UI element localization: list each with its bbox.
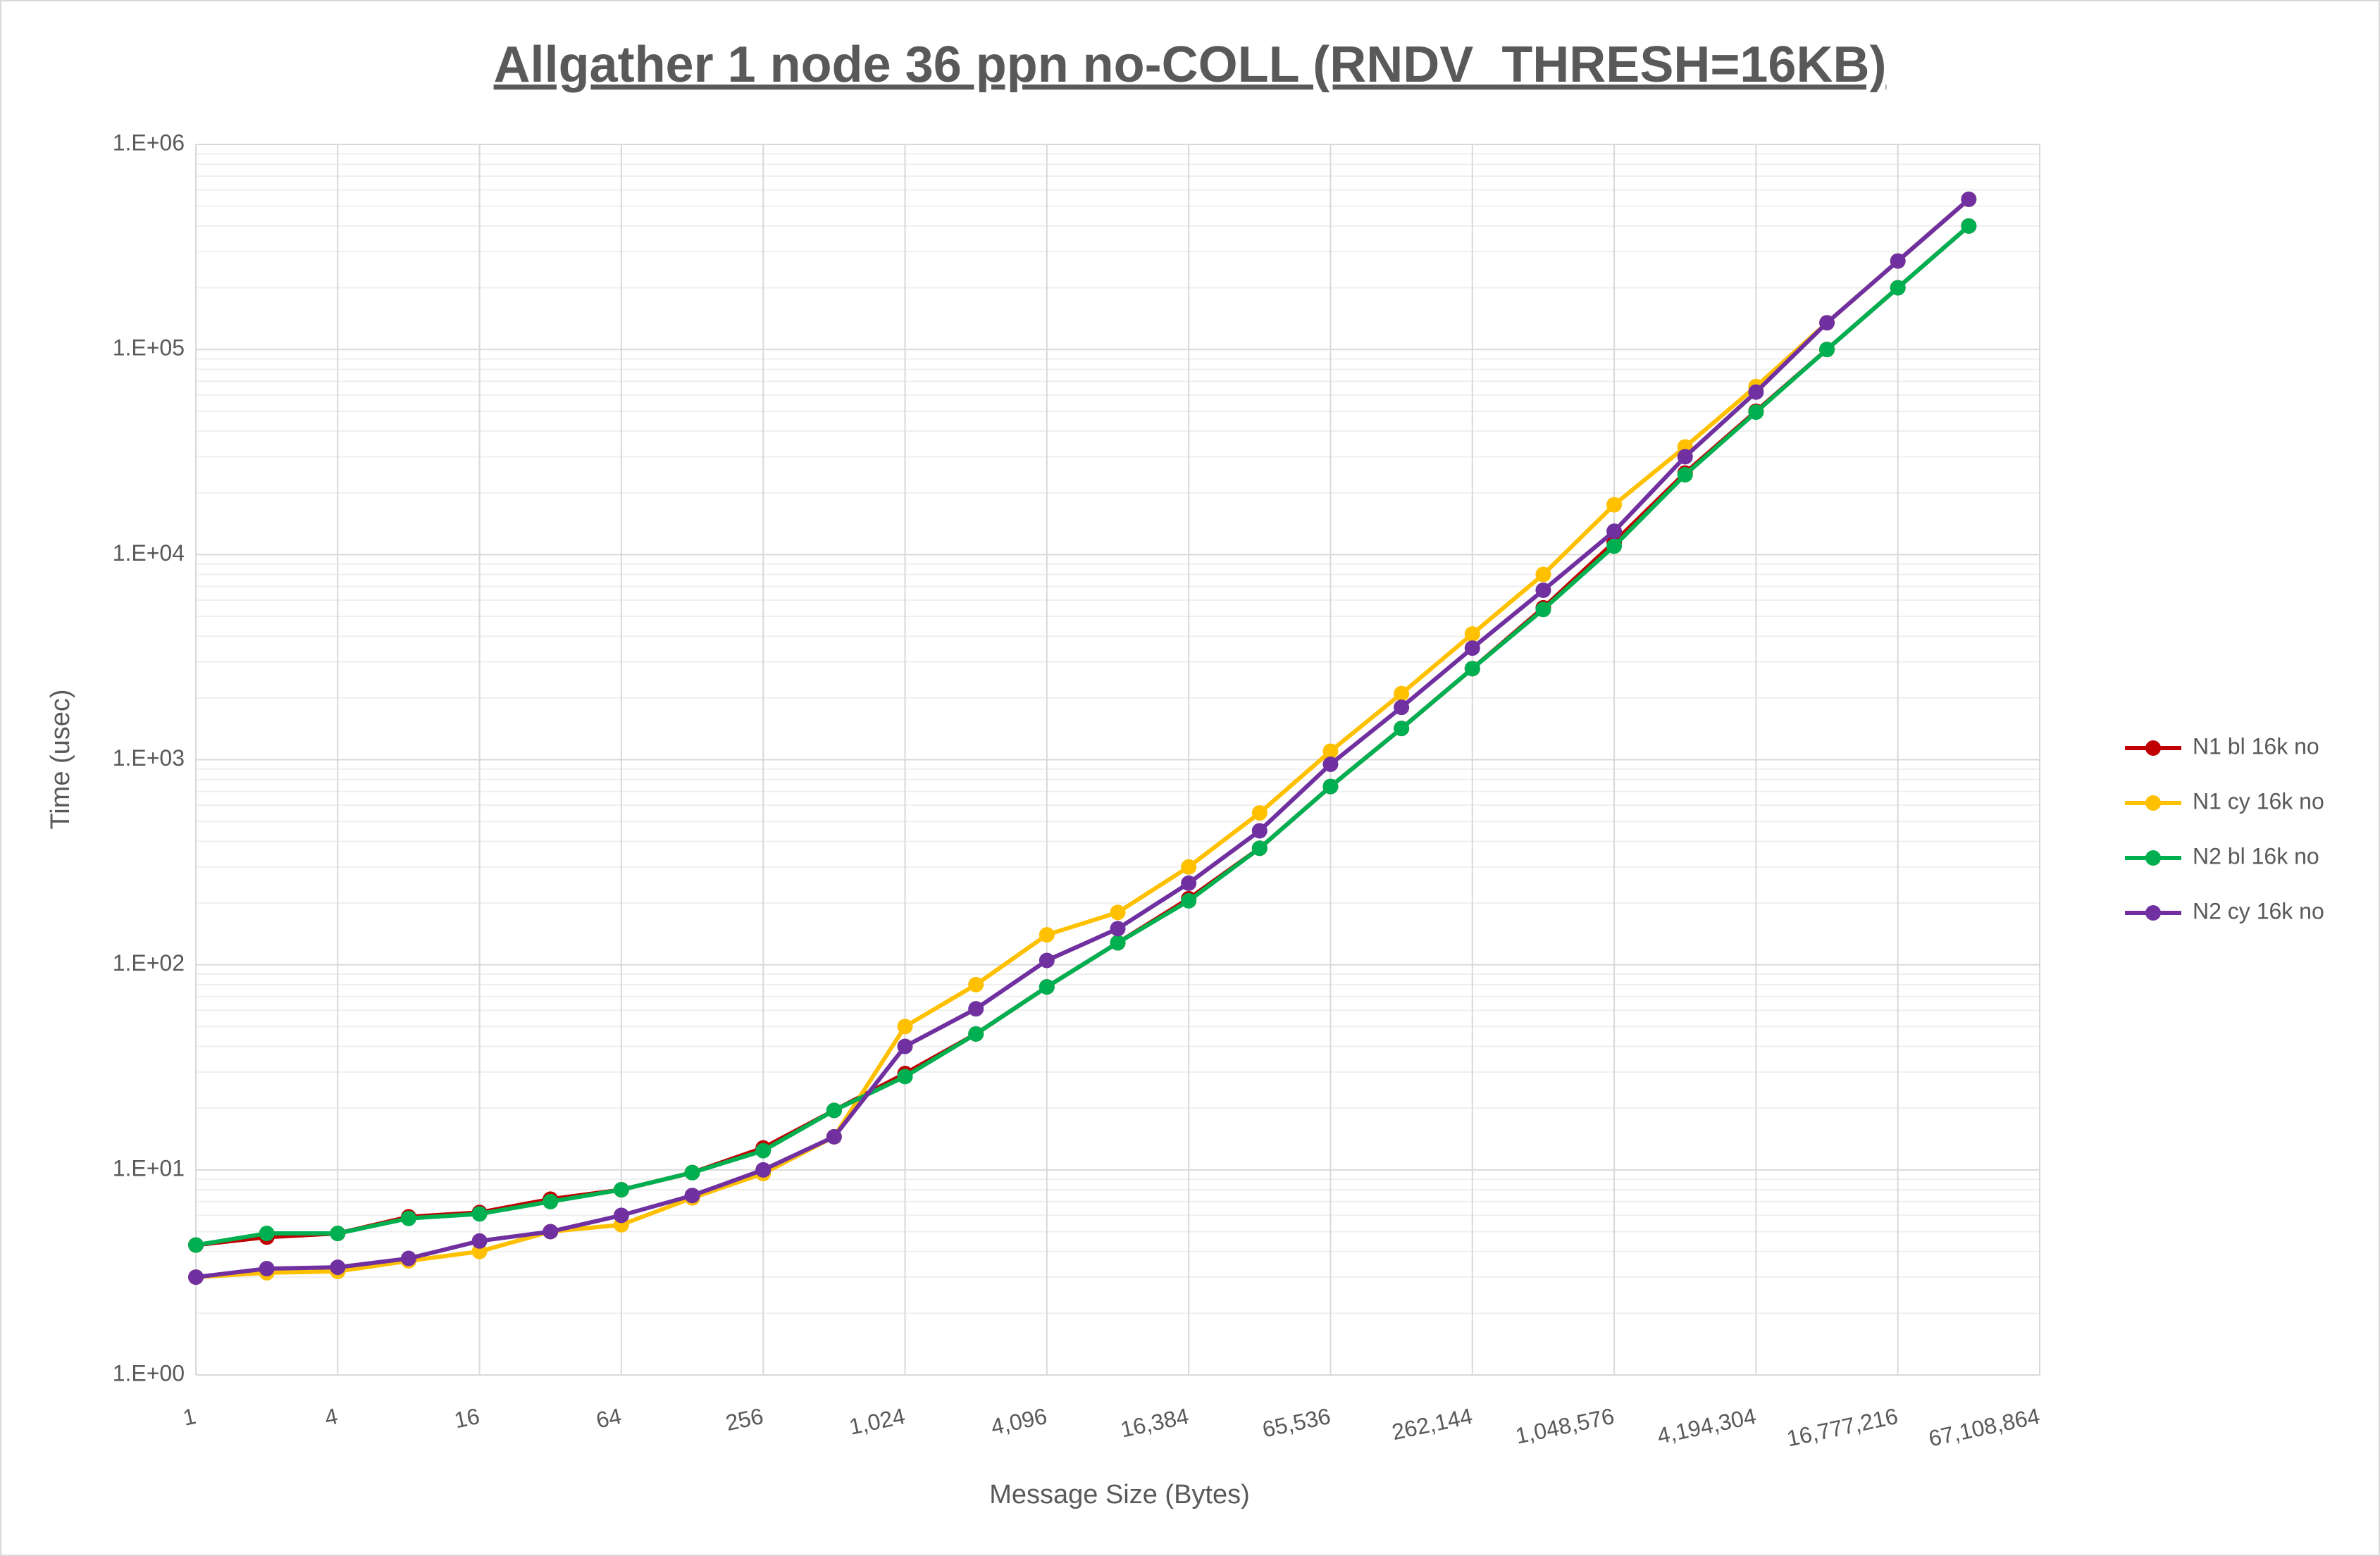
- data-point: [684, 1164, 700, 1181]
- data-point: [1251, 840, 1268, 857]
- data-point: [1535, 582, 1551, 598]
- data-point: [1606, 497, 1623, 513]
- data-point: [1394, 699, 1410, 716]
- data-point: [1110, 904, 1126, 921]
- legend-label: N1 bl 16k no: [2193, 733, 2319, 759]
- data-point: [188, 1237, 204, 1253]
- data-point: [543, 1193, 559, 1209]
- series-line: [195, 224, 1971, 1247]
- data-point: [1110, 921, 1126, 937]
- data-point: [1819, 315, 1835, 331]
- y-tick-label: 1.E+05: [113, 335, 185, 361]
- legend-label: N2 bl 16k no: [2193, 843, 2319, 869]
- y-tick-label: 1.E+03: [113, 745, 185, 771]
- data-point: [1961, 191, 1977, 207]
- data-point: [1110, 935, 1126, 951]
- data-point: [188, 1269, 204, 1286]
- data-point: [897, 1069, 913, 1085]
- data-point: [1961, 218, 1977, 234]
- x-tick-label: 64: [594, 1403, 624, 1433]
- data-point: [1606, 538, 1623, 554]
- data-point: [897, 1038, 913, 1054]
- series-line: [195, 197, 1971, 1280]
- data-point: [330, 1259, 346, 1276]
- x-axis-title: Message Size (Bytes): [989, 1480, 1250, 1510]
- data-point: [755, 1162, 771, 1178]
- data-point: [897, 1019, 913, 1035]
- data-point: [1394, 721, 1410, 737]
- data-point: [259, 1261, 275, 1277]
- legend-marker: [2145, 905, 2161, 921]
- data-point: [968, 1001, 984, 1017]
- data-point: [1394, 685, 1410, 702]
- legend-label: N1 cy 16k no: [2193, 788, 2324, 814]
- y-tick-label: 1.E+01: [113, 1155, 185, 1181]
- data-point: [1464, 640, 1480, 656]
- data-point: [968, 976, 984, 992]
- data-point: [1039, 979, 1055, 995]
- data-point: [1322, 743, 1339, 759]
- data-point: [1181, 875, 1197, 891]
- legend-marker: [2145, 740, 2161, 756]
- data-point: [613, 1182, 629, 1198]
- data-point: [1322, 756, 1339, 772]
- data-point: [826, 1102, 842, 1119]
- data-point: [1890, 253, 1906, 269]
- data-point: [684, 1188, 700, 1204]
- data-point: [543, 1224, 559, 1240]
- data-point: [471, 1233, 488, 1249]
- data-point: [471, 1206, 488, 1222]
- legend-label: N2 cy 16k no: [2193, 898, 2324, 923]
- data-point: [1748, 384, 1764, 400]
- data-point: [968, 1026, 984, 1042]
- data-point: [1677, 449, 1693, 465]
- y-tick-label: 1.E+06: [113, 130, 185, 155]
- y-tick-label: 1.E+00: [113, 1360, 185, 1386]
- data-point: [1181, 892, 1197, 909]
- series-line: [195, 197, 1971, 1280]
- data-point: [330, 1226, 346, 1242]
- data-point: [1890, 280, 1906, 296]
- data-point: [1748, 404, 1764, 421]
- data-point: [826, 1128, 842, 1145]
- chart-title: Allgather 1 node 36 ppn no-COLL (RNDV_TH…: [494, 37, 1887, 93]
- data-point: [1535, 566, 1551, 583]
- x-tick-label: 16: [452, 1403, 482, 1433]
- data-point: [400, 1250, 416, 1266]
- data-point: [1181, 859, 1197, 875]
- data-point: [1819, 342, 1835, 358]
- data-point: [1251, 823, 1268, 839]
- y-axis-title: Time (usec): [46, 689, 75, 829]
- data-point: [755, 1143, 771, 1159]
- data-point: [1535, 602, 1551, 618]
- legend-marker: [2145, 850, 2161, 866]
- data-point: [1606, 523, 1623, 540]
- data-point: [1677, 467, 1693, 483]
- y-tick-label: 1.E+02: [113, 950, 185, 976]
- data-point: [1039, 952, 1055, 969]
- y-tick-label: 1.E+04: [113, 540, 185, 566]
- data-point: [613, 1207, 629, 1224]
- data-point: [1464, 626, 1480, 642]
- data-point: [1464, 661, 1480, 677]
- data-point: [1322, 778, 1339, 795]
- data-point: [1251, 805, 1268, 821]
- data-point: [400, 1210, 416, 1226]
- data-point: [259, 1226, 275, 1242]
- data-point: [1039, 927, 1055, 943]
- legend-marker: [2145, 795, 2161, 811]
